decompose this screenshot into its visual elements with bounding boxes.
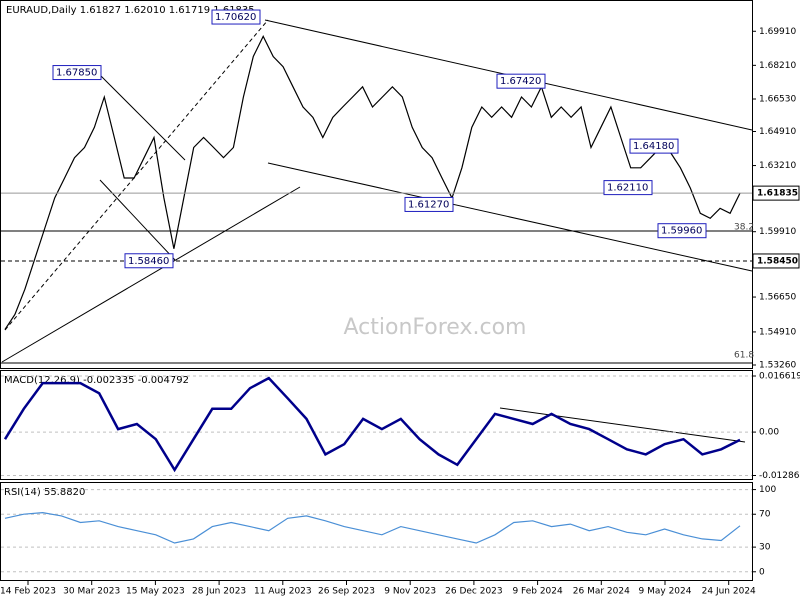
x-tick-label: 30 Mar 2023: [63, 587, 120, 597]
y-tick-label: 30: [759, 543, 771, 553]
annotation-label: 1.67850: [56, 68, 97, 79]
price-label: 1.61835: [757, 189, 798, 199]
price-panel: [0, 0, 753, 369]
fib-line: [99, 179, 176, 261]
fib-line: [99, 74, 186, 161]
x-tick-label: 9 Nov 2023: [384, 587, 436, 597]
macd-title: MACD(12,26,9) -0.002335 -0.004792: [4, 375, 189, 386]
x-tick-label: 14 Feb 2023: [0, 587, 56, 597]
annotation-box: [657, 223, 707, 239]
fib-label: 38.2: [734, 223, 754, 233]
trend-line: [267, 162, 753, 272]
annotation-box: [603, 180, 653, 196]
macd-panel: [0, 370, 753, 480]
annotation-label: 1.64180: [633, 141, 674, 152]
y-tick-label: 0: [759, 567, 765, 577]
y-tick-label: -0.012864: [759, 471, 800, 481]
series-line: [4, 34, 741, 330]
x-tick-label: 9 Feb 2024: [512, 587, 563, 597]
annotation-label: 1.61270: [408, 199, 449, 210]
price-label: 1.58450: [757, 256, 798, 266]
y-tick-label: 1.64910: [759, 127, 796, 137]
chart-title: EURAUD,Daily 1.61827 1.62010 1.61719 1.6…: [6, 5, 255, 16]
price-box: [752, 253, 800, 269]
series-line: [3, 376, 741, 473]
annotation-label: 1.70620: [215, 12, 256, 23]
y-tick-label: 1.68210: [759, 61, 796, 71]
y-tick-label: 1.63210: [759, 161, 796, 171]
price-box: [752, 185, 800, 201]
y-tick-label: 1.54910: [759, 327, 796, 337]
y-tick-label: 1.56650: [759, 293, 796, 303]
macd-trend-line: [499, 407, 746, 443]
annotation-box: [52, 65, 102, 81]
fib-line: [4, 19, 269, 331]
annotation-label: 1.58460: [128, 256, 169, 267]
series-line: [4, 511, 741, 544]
annotation-label: 1.59960: [661, 226, 702, 237]
y-tick-label: 0.016619: [759, 371, 800, 381]
y-tick-label: 1.66530: [759, 95, 796, 105]
annotation-box: [211, 9, 261, 25]
annotation-box: [496, 73, 546, 89]
y-tick-label: 0.00: [759, 428, 779, 438]
x-tick-label: 28 Jun 2023: [192, 587, 246, 597]
fib-label: 61.8: [734, 351, 754, 361]
y-tick-label: 100: [759, 485, 776, 495]
x-tick-label: 26 Mar 2024: [573, 587, 630, 597]
rsi-title: RSI(14) 55.8820: [4, 487, 85, 498]
annotation-label: 1.62110: [607, 183, 648, 194]
y-tick-label: 1.69910: [759, 27, 796, 37]
annotation-box: [404, 196, 454, 212]
watermark: ActionForex.com: [344, 315, 527, 340]
x-tick-label: 26 Sep 2023: [318, 587, 375, 597]
y-tick-label: 70: [759, 510, 771, 520]
annotation-box: [124, 253, 174, 269]
x-tick-label: 15 May 2023: [126, 587, 185, 597]
x-tick-label: 11 Aug 2023: [254, 587, 312, 597]
trend-line: [1, 186, 301, 363]
x-tick-label: 24 Jun 2024: [702, 587, 756, 597]
y-tick-label: 1.53260: [759, 360, 796, 370]
annotation-box: [629, 138, 679, 154]
y-tick-label: 1.59910: [759, 227, 796, 237]
rsi-panel: [0, 482, 753, 581]
x-tick-label: 26 Dec 2023: [445, 587, 503, 597]
annotation-label: 1.67420: [500, 76, 541, 87]
x-tick-label: 9 May 2024: [639, 587, 692, 597]
